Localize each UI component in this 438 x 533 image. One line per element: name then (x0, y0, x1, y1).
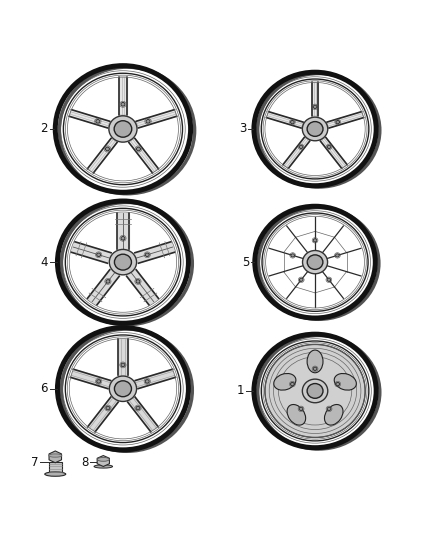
Ellipse shape (290, 120, 294, 124)
Ellipse shape (307, 255, 323, 269)
Ellipse shape (302, 117, 328, 141)
Polygon shape (118, 338, 127, 375)
Ellipse shape (110, 376, 137, 401)
Ellipse shape (299, 407, 303, 410)
Ellipse shape (136, 147, 141, 151)
Ellipse shape (336, 383, 339, 386)
Ellipse shape (336, 120, 339, 124)
Ellipse shape (136, 280, 140, 283)
Ellipse shape (114, 254, 131, 270)
Ellipse shape (300, 278, 303, 281)
Ellipse shape (45, 472, 66, 477)
Polygon shape (135, 242, 175, 263)
Polygon shape (136, 110, 177, 128)
Ellipse shape (49, 454, 62, 457)
Ellipse shape (97, 379, 101, 383)
Ellipse shape (145, 253, 149, 256)
Polygon shape (69, 110, 110, 128)
Ellipse shape (290, 383, 294, 386)
Polygon shape (327, 111, 364, 128)
Text: 1: 1 (237, 384, 244, 398)
Ellipse shape (307, 122, 323, 136)
Polygon shape (87, 270, 119, 305)
Polygon shape (71, 242, 111, 263)
Ellipse shape (97, 253, 101, 256)
Text: 3: 3 (239, 123, 247, 135)
Text: 5: 5 (242, 256, 250, 269)
Text: 8: 8 (81, 456, 89, 469)
Ellipse shape (307, 350, 323, 373)
Ellipse shape (291, 254, 294, 257)
Ellipse shape (302, 379, 328, 403)
Polygon shape (312, 83, 318, 117)
Ellipse shape (121, 102, 125, 106)
Ellipse shape (110, 249, 137, 275)
Ellipse shape (313, 367, 317, 370)
Polygon shape (128, 397, 158, 432)
Ellipse shape (336, 254, 339, 257)
Text: 7: 7 (31, 456, 39, 469)
Ellipse shape (274, 374, 296, 390)
Ellipse shape (106, 406, 110, 410)
Ellipse shape (313, 105, 317, 109)
Ellipse shape (145, 379, 149, 383)
Ellipse shape (121, 237, 125, 240)
Ellipse shape (114, 121, 132, 137)
Ellipse shape (265, 344, 365, 438)
Ellipse shape (299, 145, 303, 149)
Polygon shape (135, 369, 176, 389)
Ellipse shape (106, 280, 110, 283)
Polygon shape (117, 213, 129, 249)
Polygon shape (88, 397, 118, 432)
Text: 4: 4 (40, 256, 48, 269)
Polygon shape (320, 137, 347, 168)
Ellipse shape (94, 465, 113, 468)
Polygon shape (49, 451, 61, 463)
Ellipse shape (106, 147, 110, 151)
Text: 2: 2 (40, 123, 48, 135)
Ellipse shape (303, 251, 328, 274)
Ellipse shape (96, 119, 100, 123)
Ellipse shape (287, 405, 306, 425)
Polygon shape (71, 369, 111, 389)
Ellipse shape (136, 406, 140, 410)
Ellipse shape (327, 145, 331, 149)
Ellipse shape (313, 239, 317, 242)
Polygon shape (87, 138, 117, 173)
Polygon shape (283, 137, 310, 168)
Ellipse shape (334, 374, 357, 390)
Polygon shape (49, 462, 62, 472)
Ellipse shape (109, 116, 137, 142)
Ellipse shape (325, 405, 343, 425)
Ellipse shape (114, 381, 131, 397)
Ellipse shape (146, 119, 150, 123)
Polygon shape (129, 138, 159, 173)
Polygon shape (97, 456, 110, 466)
Ellipse shape (327, 407, 331, 410)
Ellipse shape (307, 384, 323, 398)
Polygon shape (127, 270, 159, 305)
Polygon shape (266, 111, 303, 128)
Ellipse shape (327, 278, 331, 281)
Ellipse shape (97, 457, 110, 461)
Polygon shape (119, 77, 127, 115)
Text: 6: 6 (40, 382, 48, 395)
Ellipse shape (121, 363, 125, 367)
